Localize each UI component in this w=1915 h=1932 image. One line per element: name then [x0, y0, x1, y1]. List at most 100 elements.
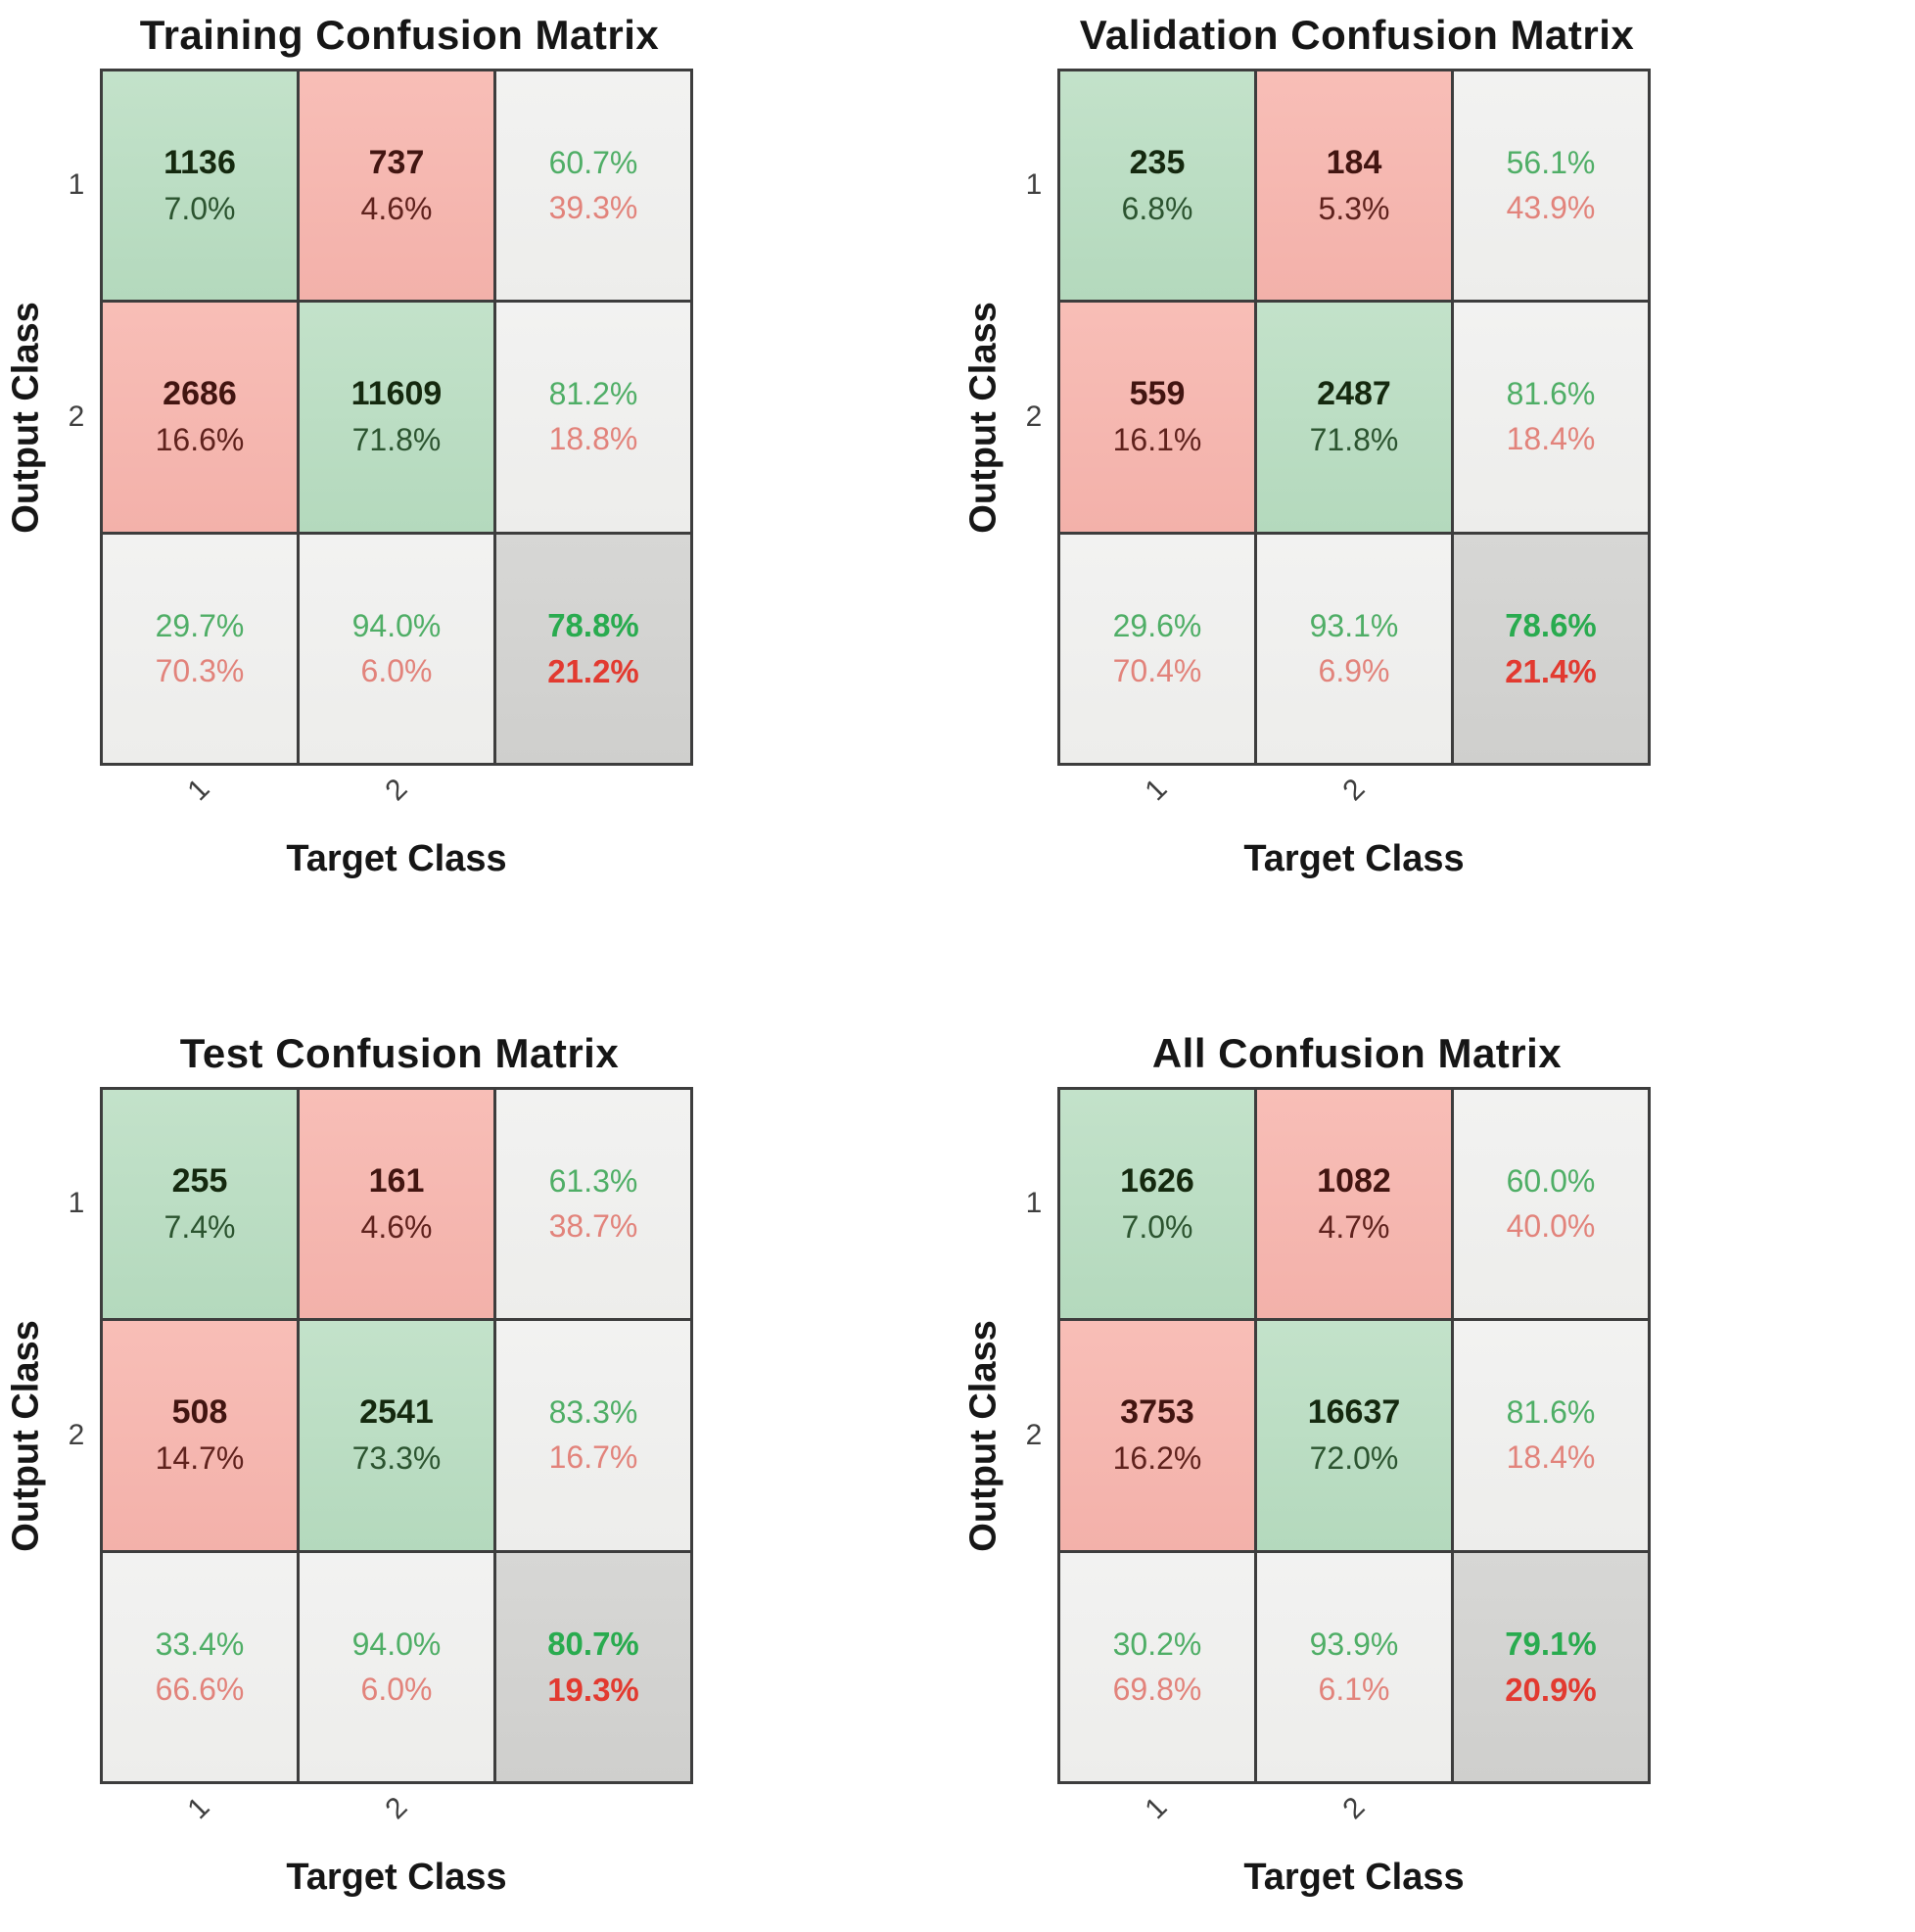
x-tick-labels: 1 2 — [100, 1791, 693, 1853]
panel-all: All Confusion Matrix Output Class 1 2 16… — [958, 966, 1915, 1932]
summary-negative: 16.7% — [548, 1439, 638, 1476]
y-tick-empty — [1010, 534, 1057, 766]
cell-count: 1626 — [1120, 1162, 1194, 1201]
overall-error: 21.4% — [1505, 652, 1597, 689]
cell-col2-summary: 94.0% 6.0% — [300, 1552, 493, 1781]
cell-count: 16637 — [1307, 1393, 1401, 1432]
cell-count: 2487 — [1317, 375, 1391, 413]
summary-positive: 81.6% — [1506, 1394, 1596, 1431]
cell-count: 3753 — [1120, 1393, 1194, 1432]
cell-count: 235 — [1129, 144, 1186, 182]
cell-percent: 4.7% — [1318, 1209, 1390, 1246]
overall-error: 20.9% — [1505, 1671, 1597, 1708]
cell-output1-target1: 1136 7.0% — [103, 71, 297, 301]
cell-output2-target1: 2686 16.6% — [103, 303, 297, 532]
panel-title: Training Confusion Matrix — [139, 12, 660, 58]
cell-percent: 6.8% — [1121, 191, 1193, 227]
y-tick-empty — [53, 534, 100, 766]
cell-overall-accuracy: 78.6% 21.4% — [1454, 534, 1648, 763]
cell-percent: 5.3% — [1318, 191, 1390, 227]
panel-training: Training Confusion Matrix Output Class 1… — [0, 0, 958, 966]
cell-output2-target1: 3753 16.2% — [1060, 1321, 1254, 1550]
cell-percent: 16.1% — [1112, 422, 1202, 458]
summary-negative: 39.3% — [548, 190, 638, 226]
cell-output2-target2: 2487 71.8% — [1257, 303, 1451, 532]
cell-col2-summary: 94.0% 6.0% — [300, 534, 493, 763]
summary-positive: 81.2% — [548, 376, 638, 412]
cell-overall-accuracy: 80.7% 19.3% — [496, 1552, 690, 1781]
cell-col1-summary: 29.6% 70.4% — [1060, 534, 1254, 763]
x-tick-2: 2 — [1336, 1791, 1372, 1826]
summary-positive: 94.0% — [351, 1626, 442, 1662]
x-tick-labels: 1 2 — [100, 773, 693, 834]
cell-percent: 73.3% — [351, 1440, 442, 1477]
summary-negative: 43.9% — [1506, 190, 1596, 226]
cell-count: 1082 — [1317, 1162, 1391, 1201]
cell-row2-summary: 83.3% 16.7% — [496, 1321, 690, 1550]
y-axis-label: Output Class — [962, 301, 1004, 534]
x-axis-label: Target Class — [1243, 838, 1465, 879]
y-tick-2: 2 — [1025, 400, 1043, 433]
summary-negative: 18.8% — [548, 421, 638, 457]
summary-negative: 18.4% — [1506, 421, 1596, 457]
cell-output2-target2: 16637 72.0% — [1257, 1321, 1451, 1550]
x-tick-2: 2 — [379, 1791, 414, 1826]
y-tick-2: 2 — [1025, 1418, 1043, 1451]
x-tick-2: 2 — [1336, 773, 1372, 808]
y-tick-2: 2 — [68, 1418, 85, 1451]
panel-title: Validation Confusion Matrix — [1079, 12, 1635, 58]
x-tick-1: 1 — [181, 1791, 216, 1826]
cell-output1-target1: 255 7.4% — [103, 1090, 297, 1319]
y-tick-1: 1 — [68, 1186, 85, 1219]
cell-output1-target2: 737 4.6% — [300, 71, 493, 301]
cell-row2-summary: 81.6% 18.4% — [1454, 1321, 1648, 1550]
cell-output2-target1: 559 16.1% — [1060, 303, 1254, 532]
x-tick-1: 1 — [181, 773, 216, 808]
cell-count: 559 — [1129, 375, 1186, 413]
cell-percent: 16.6% — [155, 422, 245, 458]
summary-negative: 18.4% — [1506, 1439, 1596, 1476]
cell-percent: 7.0% — [163, 191, 236, 227]
summary-negative: 66.6% — [155, 1671, 245, 1707]
summary-positive: 61.3% — [548, 1163, 638, 1200]
cell-row2-summary: 81.6% 18.4% — [1454, 303, 1648, 532]
cell-output1-target2: 1082 4.7% — [1257, 1090, 1451, 1319]
summary-positive: 81.6% — [1506, 376, 1596, 412]
summary-positive: 60.0% — [1506, 1163, 1596, 1200]
overall-accuracy: 78.6% — [1505, 606, 1597, 643]
panel-title: Test Confusion Matrix — [179, 1030, 620, 1076]
overall-accuracy: 78.8% — [547, 606, 639, 643]
summary-negative: 6.0% — [360, 1671, 433, 1707]
cell-output2-target1: 508 14.7% — [103, 1321, 297, 1550]
cell-percent: 4.6% — [360, 1209, 433, 1246]
cell-col2-summary: 93.9% 6.1% — [1257, 1552, 1451, 1781]
cell-row1-summary: 56.1% 43.9% — [1454, 71, 1648, 301]
x-tick-labels: 1 2 — [1057, 773, 1651, 834]
x-tick-1: 1 — [1139, 1791, 1174, 1826]
cell-count: 255 — [171, 1162, 228, 1201]
y-axis-label: Output Class — [5, 1319, 47, 1552]
cell-count: 2686 — [163, 375, 237, 413]
x-tick-2: 2 — [379, 773, 414, 808]
cell-count: 161 — [368, 1162, 425, 1201]
summary-negative: 40.0% — [1506, 1208, 1596, 1245]
cell-count: 737 — [368, 144, 425, 182]
summary-negative: 6.9% — [1318, 652, 1390, 688]
confusion-matrix-grid: 235 6.8% 184 5.3% 56.1% 43.9% 559 16.1% 2487… — [1057, 69, 1651, 766]
cell-col1-summary: 33.4% 66.6% — [103, 1552, 297, 1781]
cell-col2-summary: 93.1% 6.9% — [1257, 534, 1451, 763]
cell-count: 11609 — [350, 375, 443, 413]
y-axis-label: Output Class — [962, 1319, 1004, 1552]
summary-positive: 83.3% — [548, 1394, 638, 1431]
summary-positive: 60.7% — [548, 145, 638, 181]
y-tick-labels: 1 2 — [53, 1087, 100, 1784]
cell-percent: 16.2% — [1112, 1440, 1202, 1477]
summary-negative: 70.4% — [1112, 652, 1202, 688]
cell-output1-target1: 235 6.8% — [1060, 71, 1254, 301]
panel-title: All Confusion Matrix — [1151, 1030, 1563, 1076]
cell-count: 184 — [1326, 144, 1382, 182]
cell-row2-summary: 81.2% 18.8% — [496, 303, 690, 532]
panel-test: Test Confusion Matrix Output Class 1 2 2… — [0, 966, 958, 1932]
y-tick-1: 1 — [1025, 1186, 1043, 1219]
cell-percent: 72.0% — [1309, 1440, 1399, 1477]
